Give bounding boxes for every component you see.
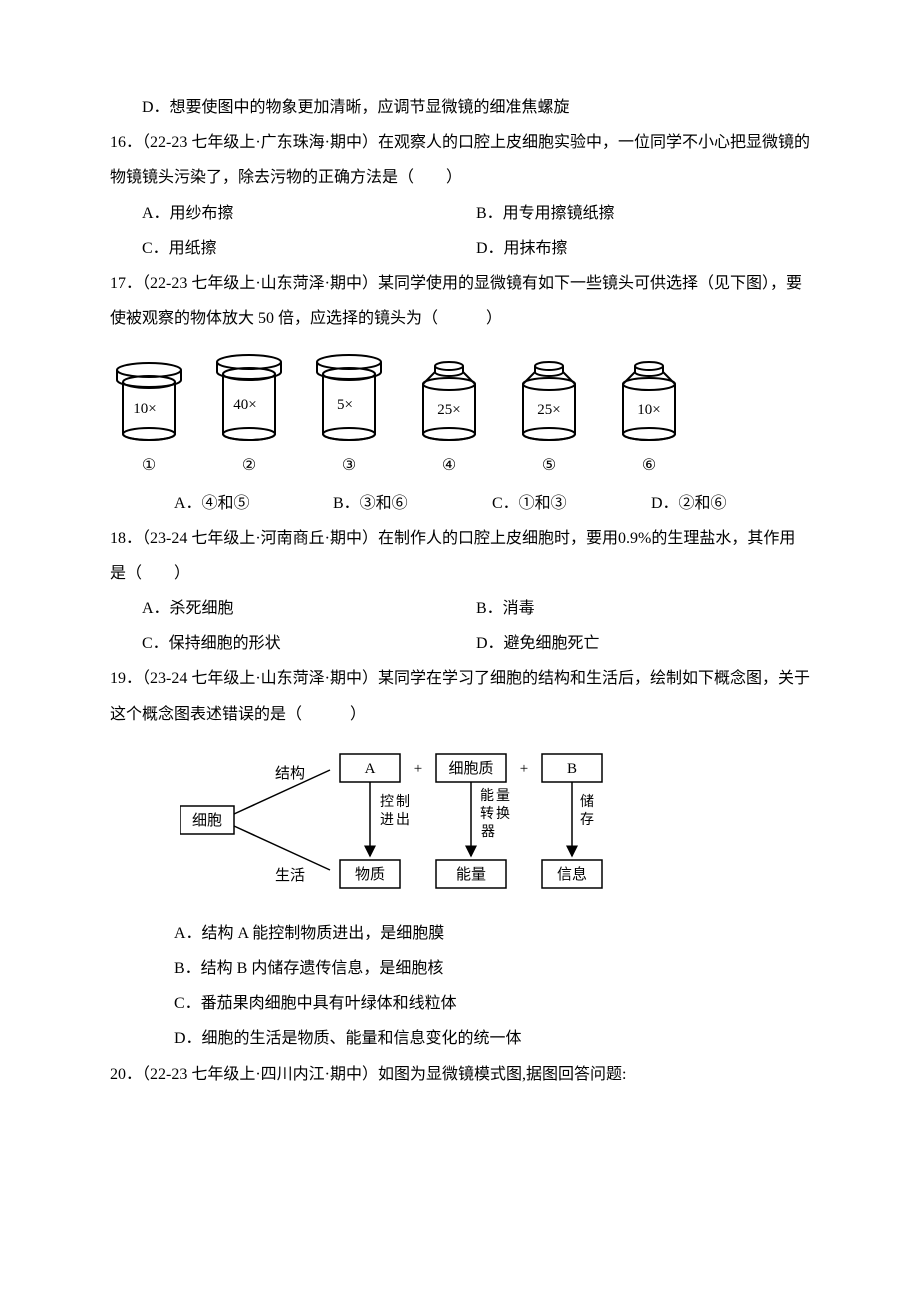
q19-concept-map: 细胞 结构 生活 A + 细胞质 + B 控 制 进 出 能 量 xyxy=(180,740,810,910)
q17-lens-figure: 10× ① 40× ② 5× ③ 25× ④ 25× ⑤ 10× ⑥ xyxy=(110,342,810,483)
lens-4: 25× ④ xyxy=(410,342,488,483)
svg-text:量: 量 xyxy=(496,788,510,804)
q16-option-a: A．用纱布擦 xyxy=(142,196,476,231)
svg-text:细胞: 细胞 xyxy=(192,812,222,829)
q20-stem: 20．（22-23 七年级上·四川内江·期中）如图为显微镜模式图,据图回答问题: xyxy=(110,1057,810,1092)
lens-3: 5× ③ xyxy=(310,342,388,483)
svg-text:40×: 40× xyxy=(233,397,256,413)
svg-text:25×: 25× xyxy=(537,402,560,418)
svg-text:制: 制 xyxy=(396,794,410,810)
q15-option-d: D．想要使图中的物象更加清晰，应调节显微镜的细准焦螺旋 xyxy=(110,90,810,125)
svg-text:储: 储 xyxy=(580,794,594,810)
q17-option-c: C．①和③ xyxy=(492,486,651,521)
svg-text:出: 出 xyxy=(396,812,410,828)
svg-text:10×: 10× xyxy=(133,401,156,417)
lens-circle-label: ① xyxy=(110,448,188,483)
lens-1: 10× ① xyxy=(110,342,188,483)
q18-stem: 18．（23-24 七年级上·河南商丘·期中）在制作人的口腔上皮细胞时，要用0.… xyxy=(110,521,810,591)
svg-text:能: 能 xyxy=(480,788,494,804)
lens-circle-label: ② xyxy=(210,448,288,483)
svg-text:25×: 25× xyxy=(437,402,460,418)
q17-stem: 17．（22-23 七年级上·山东菏泽·期中）某同学使用的显微镜有如下一些镜头可… xyxy=(110,266,810,336)
svg-text:器: 器 xyxy=(481,825,495,840)
svg-text:细胞质: 细胞质 xyxy=(448,760,493,777)
q16-option-d: D．用抹布擦 xyxy=(476,231,810,266)
lens-icon: 40× xyxy=(210,342,288,442)
svg-text:转: 转 xyxy=(480,806,494,822)
q19-option-d: D．细胞的生活是物质、能量和信息变化的统一体 xyxy=(110,1021,810,1056)
lens-circle-label: ⑤ xyxy=(510,448,588,483)
svg-text:能量: 能量 xyxy=(456,866,486,883)
q16-options-row2: C．用纸擦 D．用抹布擦 xyxy=(110,231,810,266)
svg-text:信息: 信息 xyxy=(557,866,587,883)
svg-text:生活: 生活 xyxy=(275,867,305,884)
q17-option-b: B．③和⑥ xyxy=(333,486,492,521)
q17-option-a: A．④和⑤ xyxy=(174,486,333,521)
q19-option-b: B．结构 B 内储存遗传信息，是细胞核 xyxy=(110,951,810,986)
lens-icon: 10× xyxy=(110,342,188,442)
q16-option-c: C．用纸擦 xyxy=(142,231,476,266)
q16-option-b: B．用专用擦镜纸擦 xyxy=(476,196,810,231)
page: D．想要使图中的物象更加清晰，应调节显微镜的细准焦螺旋 16．（22-23 七年… xyxy=(0,0,920,1302)
q17-options: A．④和⑤ B．③和⑥ C．①和③ D．②和⑥ xyxy=(110,486,810,521)
svg-text:物质: 物质 xyxy=(355,866,385,883)
lens-6: 10× ⑥ xyxy=(610,342,688,483)
q18-option-a: A．杀死细胞 xyxy=(142,591,476,626)
q19-stem: 19．（23-24 七年级上·山东菏泽·期中）某同学在学习了细胞的结构和生活后，… xyxy=(110,661,810,731)
q18-options-row1: A．杀死细胞 B．消毒 xyxy=(110,591,810,626)
svg-text:结构: 结构 xyxy=(275,765,305,782)
svg-text:+: + xyxy=(520,761,528,777)
q18-option-b: B．消毒 xyxy=(476,591,810,626)
q16-options-row1: A．用纱布擦 B．用专用擦镜纸擦 xyxy=(110,196,810,231)
svg-text:10×: 10× xyxy=(637,402,660,418)
q16-stem: 16．（22-23 七年级上·广东珠海·期中）在观察人的口腔上皮细胞实验中，一位… xyxy=(110,125,810,195)
lens-5: 25× ⑤ xyxy=(510,342,588,483)
svg-text:控: 控 xyxy=(380,794,394,810)
svg-text:进: 进 xyxy=(380,812,394,828)
lens-icon: 10× xyxy=(610,342,688,442)
q19-option-c: C．番茄果肉细胞中具有叶绿体和线粒体 xyxy=(110,986,810,1021)
q18-options-row2: C．保持细胞的形状 D．避免细胞死亡 xyxy=(110,626,810,661)
lens-circle-label: ③ xyxy=(310,448,388,483)
svg-text:存: 存 xyxy=(580,812,594,828)
lens-circle-label: ⑥ xyxy=(610,448,688,483)
lens-2: 40× ② xyxy=(210,342,288,483)
svg-text:换: 换 xyxy=(496,805,510,822)
q17-option-d: D．②和⑥ xyxy=(651,486,810,521)
q18-option-d: D．避免细胞死亡 xyxy=(476,626,810,661)
q19-option-a: A．结构 A 能控制物质进出，是细胞膜 xyxy=(110,916,810,951)
lens-icon: 5× xyxy=(310,342,388,442)
svg-text:A: A xyxy=(365,761,376,777)
lens-icon: 25× xyxy=(510,342,588,442)
concept-map-svg: 细胞 结构 生活 A + 细胞质 + B 控 制 进 出 能 量 xyxy=(180,740,700,910)
svg-text:+: + xyxy=(414,761,422,777)
lens-circle-label: ④ xyxy=(410,448,488,483)
lens-icon: 25× xyxy=(410,342,488,442)
q18-option-c: C．保持细胞的形状 xyxy=(142,626,476,661)
svg-text:B: B xyxy=(567,761,577,777)
svg-text:5×: 5× xyxy=(337,397,353,413)
